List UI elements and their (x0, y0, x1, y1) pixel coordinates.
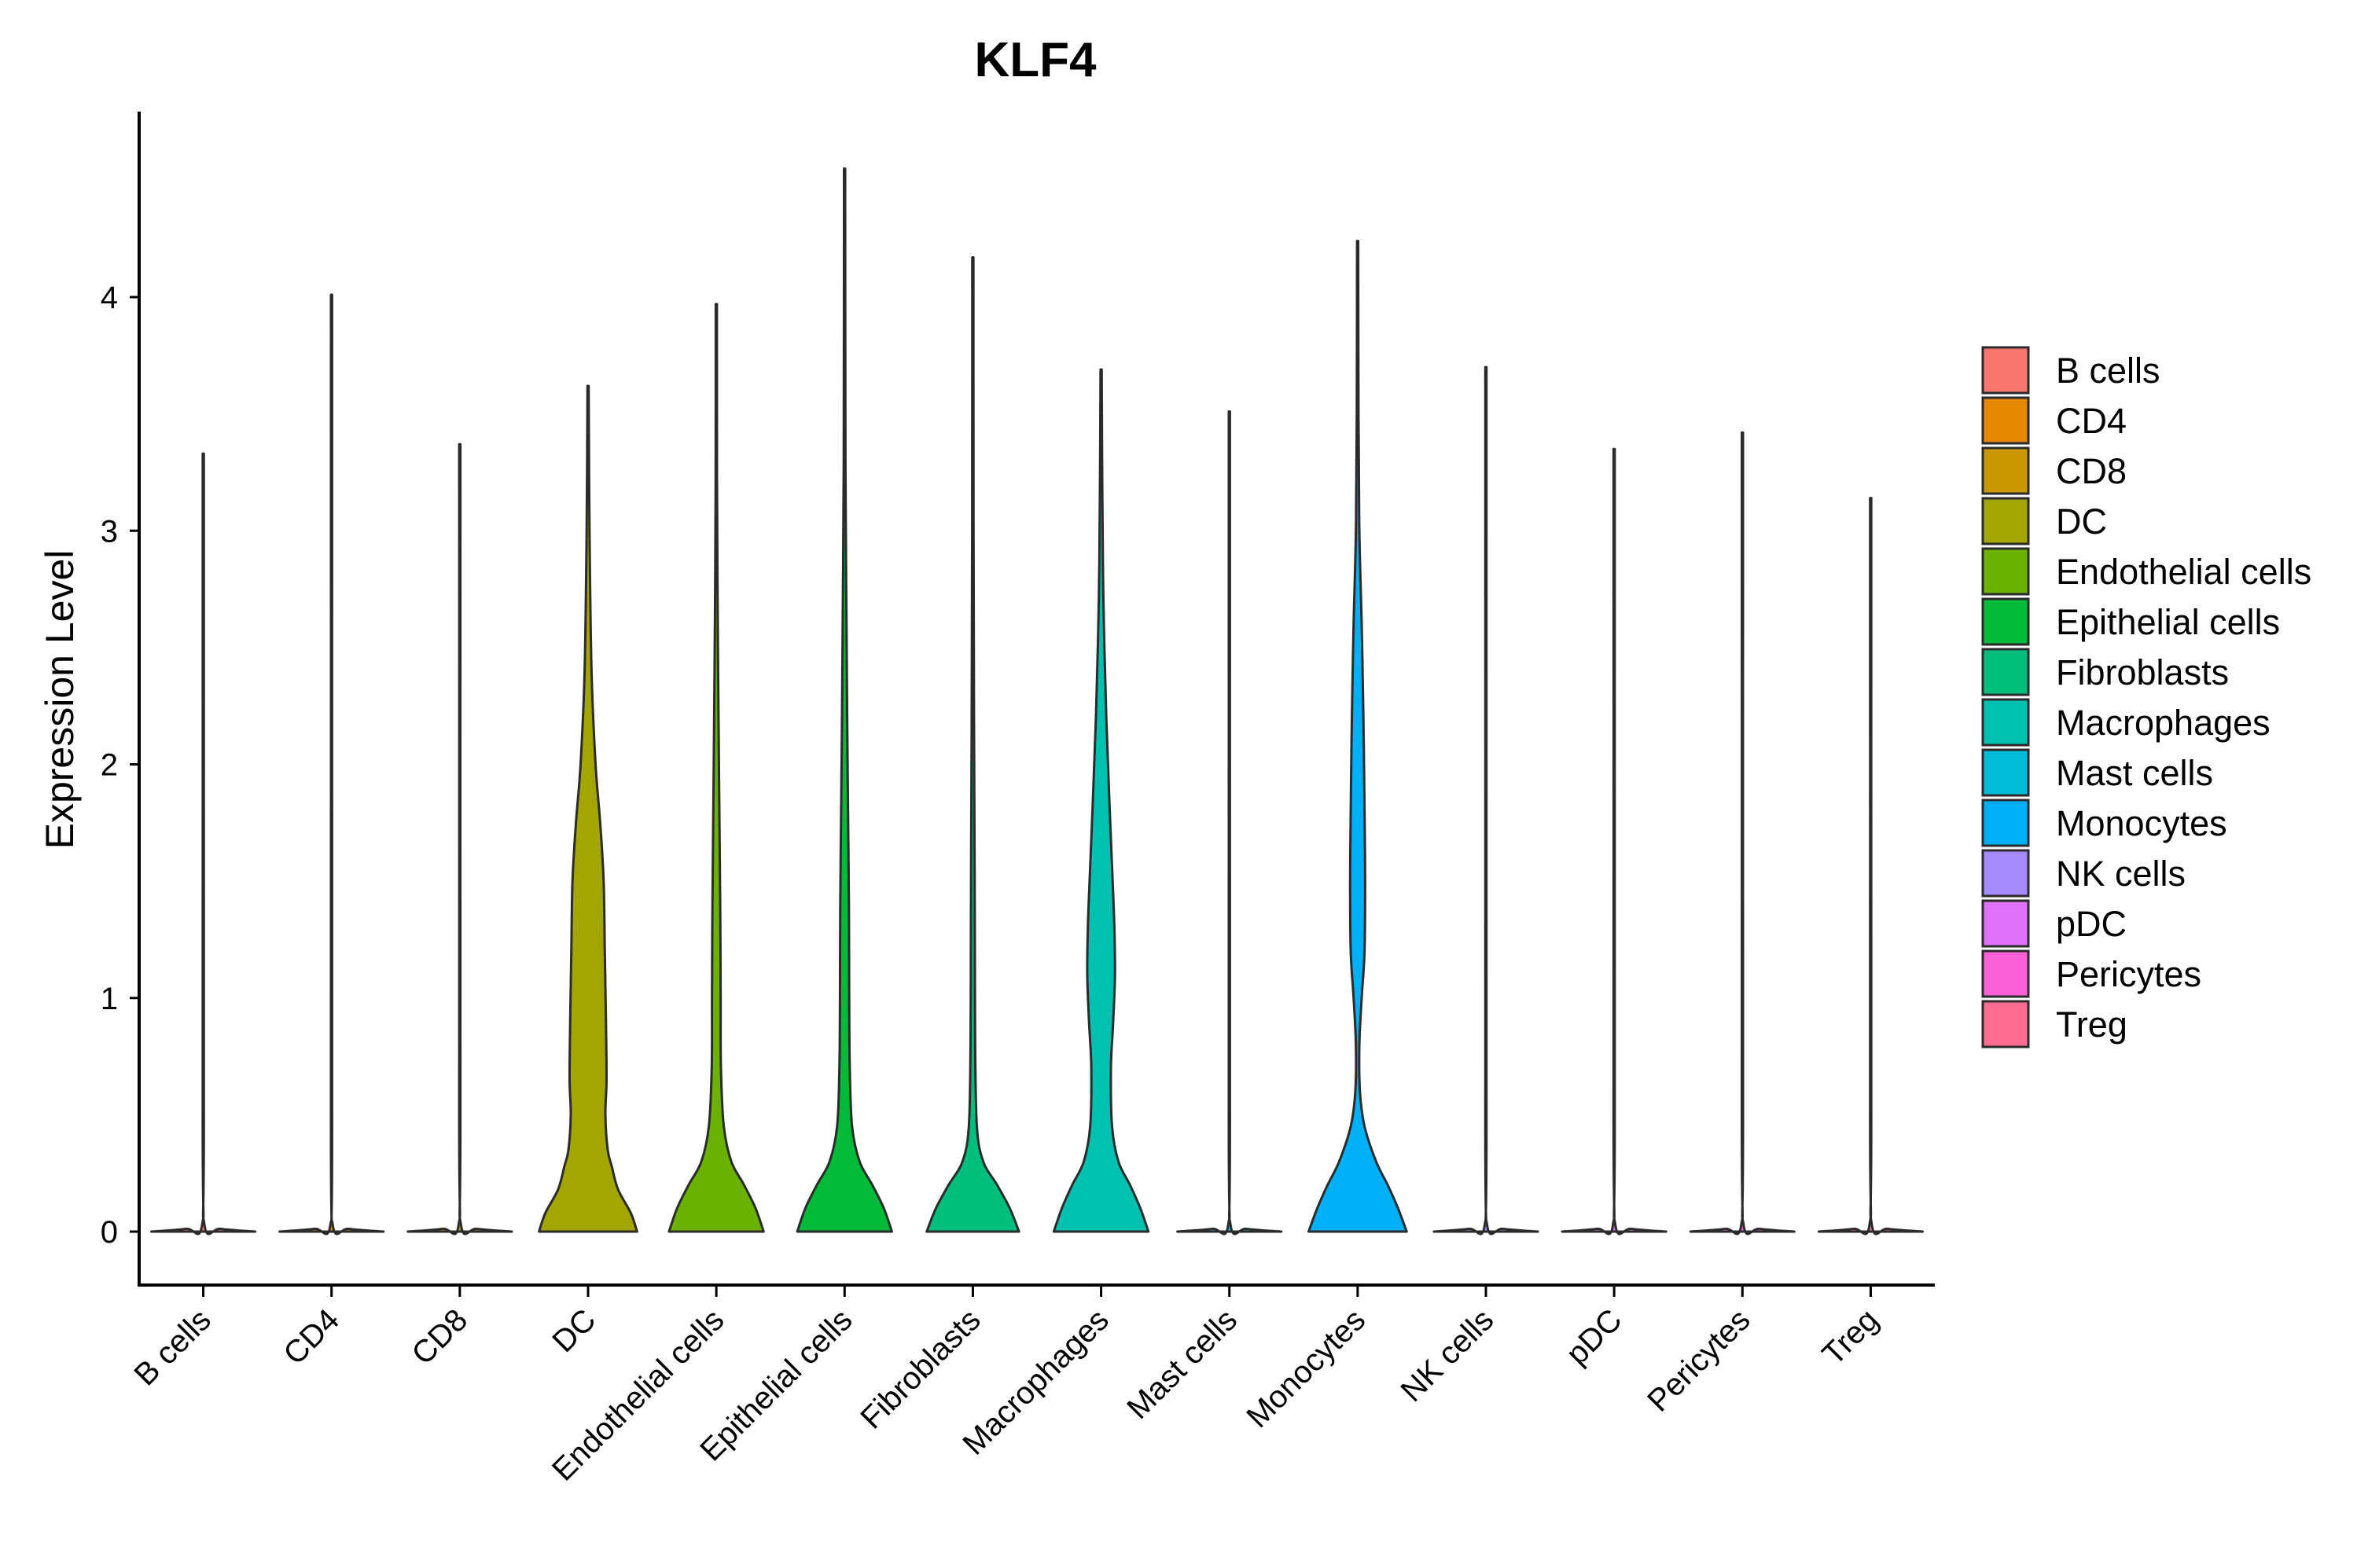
legend-label-cd8: CD8 (2056, 451, 2127, 491)
x-tick-label-pericytes: Pericytes (1641, 1302, 1756, 1418)
x-tick-label-monocytes: Monocytes (1240, 1302, 1372, 1434)
violin-macrophages (1052, 368, 1150, 1233)
violin-nk-cells (1432, 365, 1539, 1236)
legend-label-dc: DC (2056, 501, 2107, 542)
violin-cd4 (278, 293, 385, 1236)
legend-label-b-cells: B cells (2056, 351, 2160, 391)
violin-pdc (1561, 447, 1668, 1236)
y-ticks: 0 1 2 3 4 (101, 281, 139, 1250)
legend-label-mast-cells: Mast cells (2056, 753, 2213, 793)
violin-epithelial-cells (796, 167, 893, 1233)
legend-label-pericytes: Pericytes (2056, 954, 2201, 994)
y-axis-label: Expression Level (38, 550, 82, 850)
x-tick-label-nk-cells: NK cells (1395, 1302, 1501, 1408)
x-tick-label-fibroblasts: Fibroblasts (854, 1302, 987, 1435)
x-tick-label-pdc: pDC (1560, 1302, 1629, 1372)
legend-key-fibroblasts (1981, 648, 2030, 696)
legend-key-b-cells (1981, 346, 2030, 395)
legend-label-fibroblasts: Fibroblasts (2056, 652, 2229, 692)
x-tick-label-cd4: CD4 (277, 1302, 346, 1372)
violin-endothelial-cells (667, 303, 765, 1233)
axes (138, 112, 1935, 1287)
legend-key-mast-cells (1981, 748, 2030, 797)
legend-key-nk-cells (1981, 849, 2030, 898)
legend-label-macrophages: Macrophages (2056, 703, 2271, 743)
legend-key-treg (1981, 1000, 2030, 1048)
legend-label-endothelial-cells: Endothelial cells (2056, 552, 2311, 592)
legend: B cells CD4 CD8 DC Endothelial cells Epitheli… (1981, 346, 2311, 1048)
violin-treg (1817, 497, 1924, 1236)
legend-label-monocytes: Monocytes (2056, 803, 2227, 843)
legend-key-endothelial-cells (1981, 547, 2030, 596)
legend-key-dc (1981, 497, 2030, 545)
x-tick-label-cd8: CD8 (406, 1302, 475, 1372)
violin-b-cells (150, 452, 257, 1236)
legend-key-cd4 (1981, 396, 2030, 445)
x-tick-label-dc: DC (546, 1302, 602, 1359)
chart-title: KLF4 (975, 33, 1098, 87)
x-tick-label-b-cells: B cells (128, 1302, 218, 1392)
legend-label-cd4: CD4 (2056, 401, 2127, 441)
legend-key-monocytes (1981, 799, 2030, 847)
x-tick-label-mast-cells: Mast cells (1120, 1302, 1244, 1426)
legend-key-pdc (1981, 899, 2030, 948)
violin-mast-cells (1176, 410, 1283, 1236)
violin-group (150, 167, 1924, 1236)
legend-key-epithelial-cells (1981, 597, 2030, 646)
violin-cd8 (406, 442, 513, 1236)
legend-label-pdc: pDC (2056, 904, 2127, 944)
violin-monocytes (1307, 240, 1408, 1233)
legend-label-treg: Treg (2056, 1004, 2127, 1045)
legend-key-pericytes (1981, 949, 2030, 998)
legend-key-macrophages (1981, 698, 2030, 747)
y-tick-label-4: 4 (101, 281, 118, 315)
legend-label-epithelial-cells: Epithelial cells (2056, 602, 2280, 642)
y-tick-label-0: 0 (101, 1215, 118, 1250)
y-tick-label-3: 3 (101, 514, 118, 549)
x-tick-label-treg: Treg (1816, 1302, 1885, 1372)
y-tick-label-1: 1 (101, 982, 118, 1016)
violin-pericytes (1689, 431, 1796, 1236)
legend-label-nk-cells: NK cells (2056, 854, 2186, 894)
legend-key-cd8 (1981, 446, 2030, 495)
violin-dc (538, 384, 638, 1233)
y-tick-label-2: 2 (101, 748, 118, 783)
violin-fibroblasts (925, 255, 1020, 1233)
